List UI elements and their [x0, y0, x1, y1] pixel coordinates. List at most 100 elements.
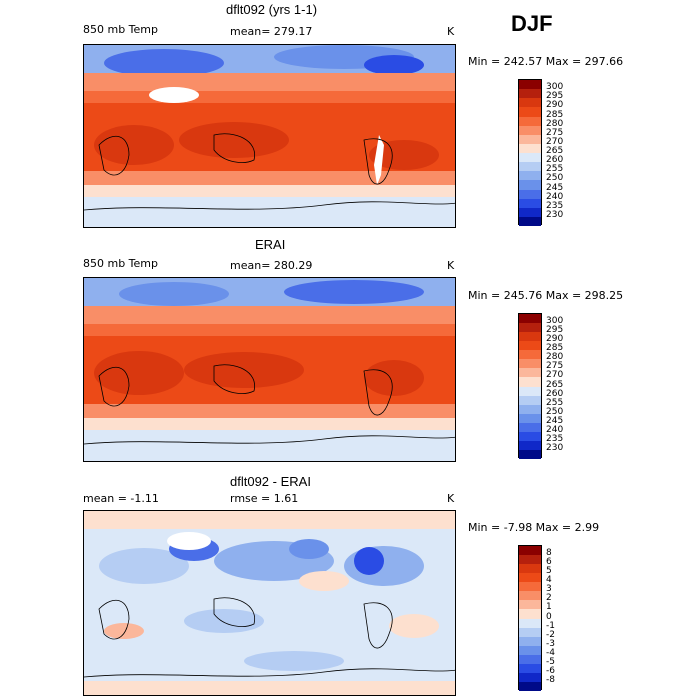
colorbar-label: 285: [546, 109, 564, 120]
colorbar-swatch: [519, 207, 541, 217]
colorbar-label: 295: [546, 325, 564, 336]
panel-1-mean-label: mean= 279.17: [230, 25, 313, 38]
colorbar-label: 245: [546, 415, 564, 426]
colorbar-label: 5: [546, 566, 552, 577]
colorbar-swatch: [519, 582, 541, 592]
panel-2-colorbar: [518, 313, 542, 459]
colorbar-swatch: [519, 672, 541, 682]
colorbar-swatch: [519, 573, 541, 583]
colorbar-swatch: [519, 600, 541, 610]
colorbar-label: 260: [546, 388, 564, 399]
colorbar-swatch: [519, 636, 541, 646]
colorbar-label: 265: [546, 379, 564, 390]
colorbar-swatch: [519, 89, 541, 99]
panel-3-colorbar: [518, 545, 542, 691]
colorbar-label: 290: [546, 334, 564, 345]
panel-1-map: [83, 44, 456, 228]
colorbar-label: 280: [546, 118, 564, 129]
panel-2-field: [84, 278, 455, 461]
panel-2-map: [83, 277, 456, 462]
colorbar-swatch: [519, 359, 541, 369]
colorbar-label: 255: [546, 397, 564, 408]
colorbar-swatch: [519, 627, 541, 637]
panel-3-units: K: [447, 492, 455, 505]
colorbar-swatch: [519, 198, 541, 208]
colorbar-label: 1: [546, 602, 552, 613]
colorbar-label: 235: [546, 200, 564, 211]
colorbar-swatch: [519, 162, 541, 172]
colorbar-label: 270: [546, 136, 564, 147]
colorbar-label: 230: [546, 209, 564, 220]
colorbar-label: 8: [546, 548, 552, 559]
colorbar-swatch: [519, 591, 541, 601]
colorbar-label: -2: [546, 629, 555, 640]
colorbar-label: 295: [546, 91, 564, 102]
panel-2-minmax: Min = 245.76 Max = 298.25: [468, 289, 624, 302]
colorbar-swatch: [519, 681, 541, 691]
colorbar-label: 6: [546, 557, 552, 568]
colorbar-swatch: [519, 350, 541, 360]
colorbar-swatch: [519, 618, 541, 628]
colorbar-label: 0: [546, 611, 552, 622]
colorbar-swatch: [519, 546, 541, 556]
colorbar-swatch: [519, 377, 541, 387]
panel-1-minmax: Min = 242.57 Max = 297.66: [468, 55, 624, 68]
colorbar-swatch: [519, 663, 541, 673]
season-label: DJF: [511, 11, 553, 36]
colorbar-swatch: [519, 323, 541, 333]
colorbar-swatch: [519, 189, 541, 199]
colorbar-label: -6: [546, 665, 555, 676]
colorbar-label: 4: [546, 575, 552, 586]
panel-3-title: dflt092 - ERAI: [230, 474, 311, 489]
panel-3-map: [83, 510, 456, 696]
colorbar-swatch: [519, 645, 541, 655]
colorbar-label: -4: [546, 647, 555, 658]
colorbar-swatch: [519, 609, 541, 619]
colorbar-swatch: [519, 134, 541, 144]
colorbar-swatch: [519, 116, 541, 126]
panel-1-colorbar: [518, 79, 542, 226]
colorbar-swatch: [519, 125, 541, 135]
panel-1-title: dflt092 (yrs 1-1): [226, 2, 318, 17]
colorbar-label: 230: [546, 442, 564, 453]
colorbar-label: 275: [546, 361, 564, 372]
colorbar-label: 300: [546, 82, 564, 93]
colorbar-label: 285: [546, 343, 564, 354]
colorbar-label: 245: [546, 182, 564, 193]
panel-2-mean-label: mean= 280.29: [230, 259, 313, 272]
colorbar-swatch: [519, 153, 541, 163]
colorbar-label: 280: [546, 352, 564, 363]
colorbar-swatch: [519, 332, 541, 342]
colorbar-label: 250: [546, 173, 564, 184]
panel-1-field: [84, 45, 455, 227]
colorbar-swatch: [519, 98, 541, 108]
panel-1-units: K: [447, 25, 455, 38]
panel-2-variable-label: 850 mb Temp: [83, 257, 159, 270]
panel-1-variable-label: 850 mb Temp: [83, 23, 159, 36]
colorbar-label: 255: [546, 164, 564, 175]
colorbar-label: 275: [546, 127, 564, 138]
panel-3-mean-label: mean = -1.11: [83, 492, 159, 505]
colorbar-label: 240: [546, 191, 564, 202]
colorbar-swatch: [519, 386, 541, 396]
panel-3-rmse-label: rmse = 1.61: [230, 492, 299, 505]
colorbar-swatch: [519, 564, 541, 574]
colorbar-label: 270: [546, 370, 564, 381]
colorbar-label: -1: [546, 620, 555, 631]
colorbar-label: -3: [546, 638, 555, 649]
panel-2-units: K: [447, 259, 455, 272]
colorbar-swatch: [519, 449, 541, 459]
colorbar-swatch: [519, 395, 541, 405]
colorbar-label: 265: [546, 146, 564, 156]
colorbar-swatch: [519, 341, 541, 351]
colorbar-label: 290: [546, 100, 564, 111]
colorbar-swatch: [519, 413, 541, 423]
colorbar-swatch: [519, 654, 541, 664]
colorbar-swatch: [519, 368, 541, 378]
colorbar-swatch: [519, 171, 541, 181]
colorbar-swatch: [519, 180, 541, 190]
colorbar-swatch: [519, 422, 541, 432]
colorbar-label: 250: [546, 406, 564, 417]
colorbar-swatch: [519, 107, 541, 117]
colorbar-swatch: [519, 431, 541, 441]
